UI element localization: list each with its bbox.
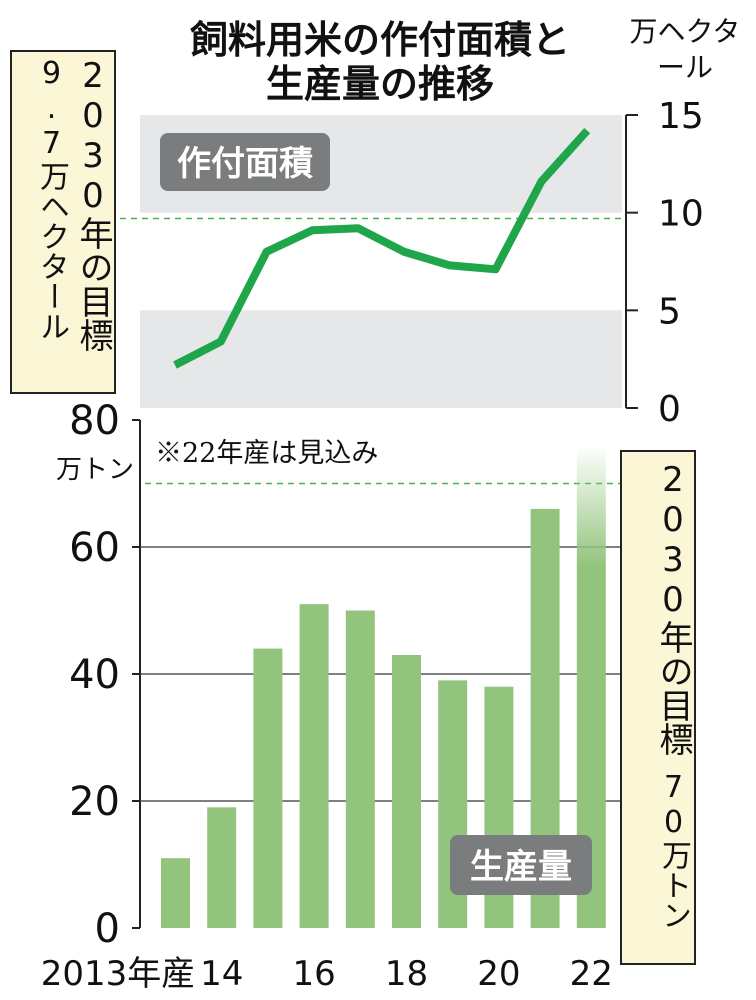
production-unit-label: 万トン xyxy=(56,455,134,485)
production-x-tick-label: 14 xyxy=(200,954,243,994)
production-note: ※22年産は見込み xyxy=(155,438,378,469)
production-x-tick-label: 22 xyxy=(570,954,613,994)
production-y-tick-label: 60 xyxy=(69,525,120,571)
production-bar xyxy=(161,858,190,928)
area-target-value: 9.7万ヘクタール xyxy=(34,56,69,341)
area-target-label: 2030年の目標 xyxy=(73,56,113,352)
area-y-tick-label: 5 xyxy=(658,291,681,332)
area-series-label-badge xyxy=(160,133,330,191)
production-bar xyxy=(207,807,237,928)
title-line-1: 飼料用米の作付面積と xyxy=(189,18,570,62)
production-x-tick-label: 16 xyxy=(292,954,335,994)
area-y-tick-label: 10 xyxy=(658,194,704,235)
production-target-value: 70万トン xyxy=(656,770,691,930)
area-unit-label: 万ヘクタール xyxy=(629,15,741,84)
title-line-2: 生産量の推移 xyxy=(265,62,494,106)
area-series-line xyxy=(173,127,591,369)
production-y-tick-label: 20 xyxy=(69,779,120,825)
production-series-label: 生産量 xyxy=(470,847,572,887)
production-y-tick-label: 80 xyxy=(69,398,120,444)
chart-title: 飼料用米の作付面積と 生産量の推移 xyxy=(150,18,610,106)
production-series-label-badge xyxy=(450,835,592,895)
area-target-callout: 2030年の目標9.7万ヘクタール xyxy=(10,50,116,394)
area-y-tick-label: 0 xyxy=(658,389,681,430)
area-y-tick-label: 15 xyxy=(658,96,704,137)
production-y-tick-label: 0 xyxy=(95,906,120,952)
area-series-label: 作付面積 xyxy=(177,144,313,184)
production-y-tick-label: 40 xyxy=(69,652,120,698)
production-bar xyxy=(253,648,283,928)
production-target-label: 2030年の目標 xyxy=(653,460,693,756)
production-bar xyxy=(345,610,375,928)
production-target-callout: 2030年の目標 70万トン xyxy=(620,450,696,965)
production-bar xyxy=(392,654,421,928)
production-x-tick-label: 2013年産 xyxy=(41,954,196,994)
production-x-tick-label: 18 xyxy=(385,954,428,994)
production-bar xyxy=(299,604,329,928)
area-band-lower xyxy=(140,310,622,408)
production-x-tick-label: 20 xyxy=(477,954,520,994)
